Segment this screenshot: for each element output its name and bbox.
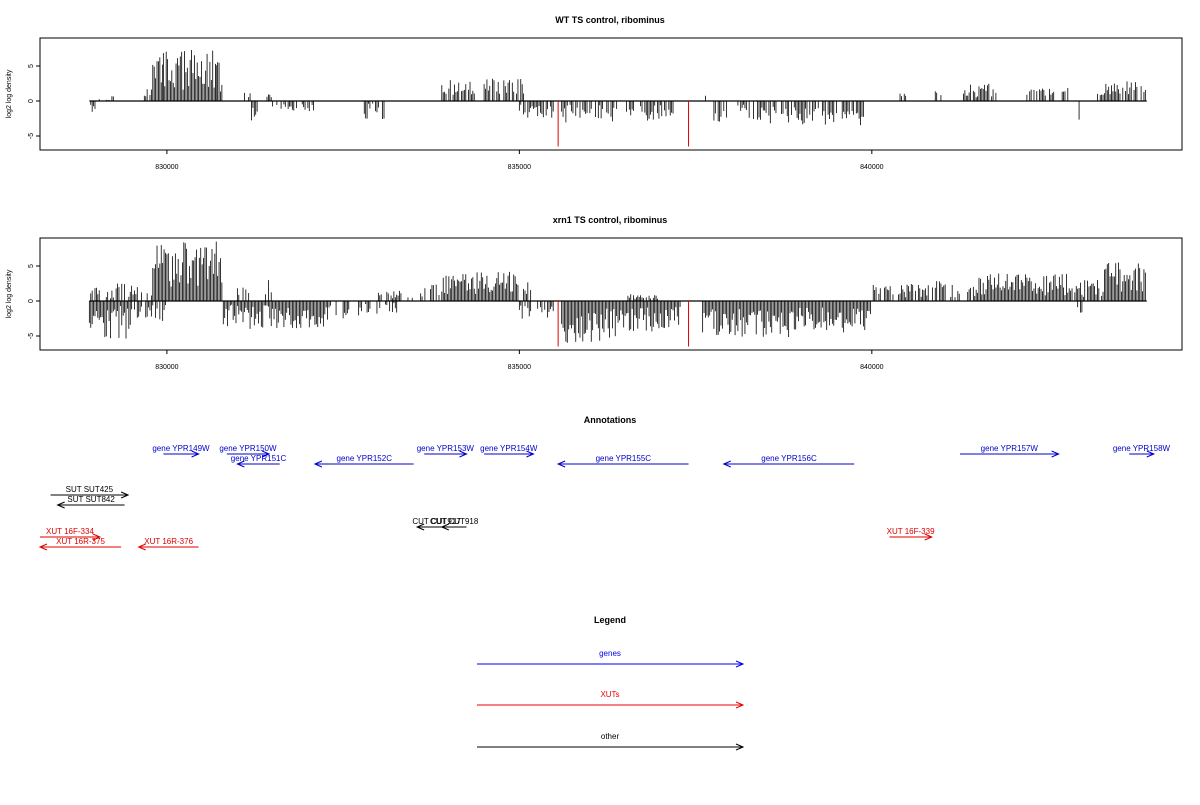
feature-arrow bbox=[889, 533, 934, 541]
feature-label: gene YPR157W bbox=[981, 444, 1039, 453]
y-tick-label: 5 bbox=[28, 264, 35, 268]
xrn1-coverage-bars bbox=[88, 241, 1147, 343]
feature-arrow bbox=[50, 491, 130, 499]
feature-arrow bbox=[56, 501, 125, 509]
feature-label: gene YPR152C bbox=[337, 454, 393, 463]
xrn1-highlight-marks bbox=[557, 301, 690, 347]
feature-arrow bbox=[38, 543, 122, 551]
feature-label: gene YPR154W bbox=[480, 444, 538, 453]
x-tick-label: 830000 bbox=[155, 164, 178, 171]
wt-highlight-marks bbox=[557, 101, 690, 147]
legend-label: other bbox=[601, 732, 620, 741]
feature-arrow bbox=[424, 450, 468, 458]
x-tick-label: 840000 bbox=[860, 364, 883, 371]
legend: Legend genes XUTs other bbox=[477, 615, 745, 751]
wt-coverage-bars bbox=[89, 49, 1147, 126]
xrn1-panel-title: xrn1 TS control, ribominus bbox=[553, 215, 668, 225]
feature-arrow bbox=[484, 450, 535, 458]
legend-arrow bbox=[477, 701, 745, 709]
wt-coverage-panel: WT TS control, ribominus log2 log densit… bbox=[6, 15, 1183, 171]
feature-arrow bbox=[722, 460, 855, 468]
feature-label: XUT 16F-334 bbox=[46, 527, 94, 536]
feature-label: XUT 16R-376 bbox=[144, 537, 193, 546]
legend-arrow bbox=[477, 743, 745, 751]
x-tick-label: 840000 bbox=[860, 164, 883, 171]
feature-label: CUT CUT918 bbox=[430, 517, 479, 526]
feature-label: gene YPR149W bbox=[152, 444, 210, 453]
feature-arrow bbox=[137, 543, 199, 551]
feature-label: gene YPR156C bbox=[761, 454, 817, 463]
xrn1-y-ticks: -5 0 5 bbox=[28, 264, 40, 339]
xrn1-y-axis-label: log2 log density bbox=[6, 269, 13, 318]
feature-label: XUT 16F-339 bbox=[887, 527, 935, 536]
y-tick-label: -5 bbox=[28, 133, 35, 139]
feature-label: SUT SUT425 bbox=[66, 485, 114, 494]
legend-title: Legend bbox=[594, 615, 626, 625]
wt-panel-title: WT TS control, ribominus bbox=[555, 15, 665, 25]
feature-arrow bbox=[1129, 450, 1156, 458]
feature-label: SUT SUT842 bbox=[67, 495, 115, 504]
wt-x-ticks: 830000 835000 840000 bbox=[155, 150, 884, 171]
xrn1-plot-frame bbox=[39, 237, 1183, 351]
xrn1-coverage-panel: xrn1 TS control, ribominus log2 log dens… bbox=[6, 215, 1183, 371]
y-tick-label: 0 bbox=[28, 299, 35, 303]
feature-label: gene YPR153W bbox=[417, 444, 475, 453]
y-tick-label: 5 bbox=[28, 64, 35, 68]
feature-arrow bbox=[163, 450, 200, 458]
feature-arrow bbox=[959, 450, 1060, 458]
y-tick-label: 0 bbox=[28, 99, 35, 103]
x-tick-label: 835000 bbox=[508, 364, 531, 371]
wt-y-ticks: -5 0 5 bbox=[28, 64, 40, 139]
feature-label: XUT 16R-375 bbox=[56, 537, 105, 546]
x-tick-label: 830000 bbox=[155, 364, 178, 371]
feature-label: gene YPR155C bbox=[596, 454, 652, 463]
legend-arrow bbox=[477, 660, 745, 668]
annotations-track: Annotations gene YPR149W gene YPR150Wgene… bbox=[38, 415, 1171, 551]
feature-label: CUT CUT917 bbox=[412, 517, 461, 526]
x-tick-label: 835000 bbox=[508, 164, 531, 171]
feature-arrow bbox=[40, 533, 102, 541]
feature-label: gene YPR151C bbox=[231, 454, 287, 463]
legend-label: XUTs bbox=[600, 690, 619, 699]
wt-plot-frame bbox=[39, 37, 1183, 151]
wt-y-axis-label: log2 log density bbox=[6, 69, 13, 118]
y-tick-label: -5 bbox=[28, 333, 35, 339]
feature-arrow bbox=[556, 460, 689, 468]
feature-label: gene YPR158W bbox=[1113, 444, 1171, 453]
feature-arrow bbox=[236, 460, 280, 468]
xrn1-x-ticks: 830000 835000 840000 bbox=[155, 350, 884, 371]
feature-arrow bbox=[226, 450, 271, 458]
legend-label: genes bbox=[599, 649, 621, 658]
legend-entries: genes XUTs other bbox=[477, 649, 745, 751]
feature-arrow bbox=[313, 460, 414, 468]
annotations-title: Annotations bbox=[584, 415, 637, 425]
feature-arrow bbox=[440, 523, 467, 531]
feature-label: gene YPR150W bbox=[219, 444, 277, 453]
